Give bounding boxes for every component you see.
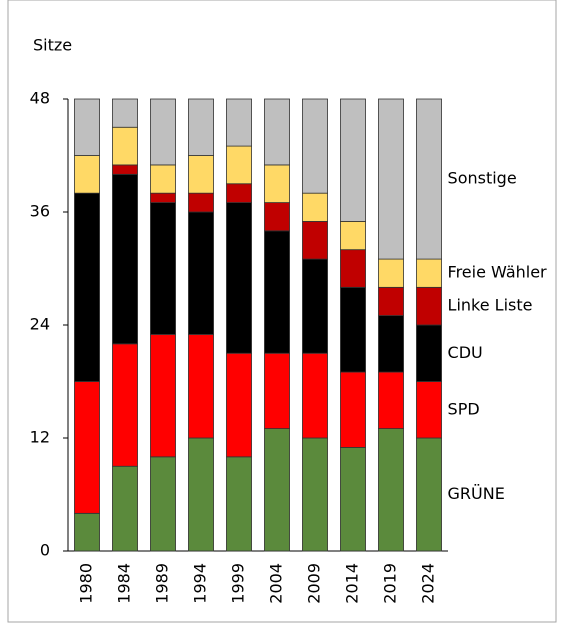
bar-segment	[302, 221, 328, 260]
bar-segment	[188, 98, 214, 156]
bar-segment	[188, 211, 214, 335]
bar-segment	[264, 98, 290, 166]
bar-segment	[226, 202, 252, 354]
legend-label: Sonstige	[448, 169, 517, 188]
legend-label: Linke Liste	[448, 296, 533, 315]
bar-segment	[188, 437, 214, 552]
bar-segment	[416, 324, 442, 382]
y-tick-label: 24	[30, 315, 50, 334]
bar-segment	[378, 286, 404, 316]
bar-segment	[226, 98, 252, 147]
bar-segment	[340, 286, 366, 373]
bar-segment	[340, 371, 366, 448]
bar-segment	[416, 98, 442, 260]
x-tick-label: 1989	[153, 563, 172, 604]
bar-segment	[150, 192, 176, 203]
bar-segment	[264, 352, 290, 429]
x-tick-label: 2004	[267, 563, 286, 604]
y-axis-label: Sitze	[33, 36, 72, 55]
bar-segment	[378, 98, 404, 260]
bar-segment	[264, 164, 290, 203]
bar-segment	[188, 192, 214, 213]
bar-segment	[150, 164, 176, 194]
bar-segment	[340, 221, 366, 251]
bar-segment	[226, 456, 252, 552]
x-tick-label: 1999	[229, 563, 248, 604]
legend-label: Freie Wähler	[448, 263, 548, 282]
x-tick-label: 1980	[77, 563, 96, 604]
bar-segment	[264, 230, 290, 354]
bar-segment	[150, 334, 176, 458]
bar-segment	[226, 352, 252, 458]
bar-segment	[416, 381, 442, 439]
y-tick-label: 0	[40, 541, 50, 560]
bar-segment	[150, 98, 176, 166]
bar-segment	[112, 465, 138, 552]
bar-segment	[74, 98, 100, 156]
y-tick-label: 12	[30, 428, 50, 447]
x-tick-label: 1994	[191, 563, 210, 604]
bar-segment	[188, 334, 214, 439]
bar-segment	[74, 512, 100, 552]
bar-segment	[302, 258, 328, 354]
bar-segment	[188, 155, 214, 194]
x-tick-label: 2009	[305, 563, 324, 604]
bar-segment	[378, 371, 404, 429]
bar-segment	[416, 258, 442, 288]
bar-segment	[302, 352, 328, 439]
x-tick-label: 1984	[115, 563, 134, 604]
legend-label: SPD	[448, 399, 480, 418]
bar-segment	[416, 286, 442, 326]
bar-segment	[74, 155, 100, 194]
bar-segment	[378, 258, 404, 288]
x-tick-label: 2024	[419, 563, 438, 604]
bar-segment	[264, 202, 290, 232]
bar-segment	[302, 192, 328, 222]
bar-segment	[340, 98, 366, 222]
bar-segment	[264, 428, 290, 552]
bar-segment	[150, 202, 176, 335]
bar-segment	[112, 126, 138, 166]
frame	[7, 0, 557, 623]
bar-segment	[340, 249, 366, 288]
x-tick-label: 2019	[381, 563, 400, 604]
bar-segment	[150, 456, 176, 552]
bar-segment	[302, 98, 328, 194]
x-tick-label: 2014	[343, 563, 362, 604]
bar-segment	[74, 192, 100, 382]
legend-label: CDU	[448, 343, 483, 362]
bar-segment	[112, 343, 138, 467]
y-tick-label: 48	[30, 89, 50, 108]
legend-label: GRÜNE	[448, 484, 505, 503]
bar-segment	[112, 173, 138, 345]
bar-segment	[226, 145, 252, 185]
bar-segment	[112, 98, 138, 128]
bar-segment	[226, 183, 252, 203]
bar-segment	[378, 428, 404, 552]
y-tick-label: 36	[30, 202, 50, 221]
bar-segment	[416, 437, 442, 552]
bar-segment	[74, 381, 100, 514]
bar-segment	[112, 164, 138, 175]
bar-segment	[340, 447, 366, 552]
bar-segment	[378, 315, 404, 373]
bar-segment	[302, 437, 328, 552]
